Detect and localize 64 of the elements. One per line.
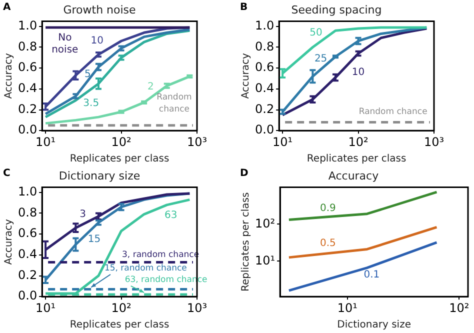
ref-line-label: 15, random chance (104, 264, 187, 274)
y-tick-label: 0.6 (18, 60, 38, 74)
x-axis-title: Replicates per class (70, 320, 170, 331)
series-label: 0.9 (320, 203, 336, 214)
chart-title: Dictionary size (58, 169, 140, 182)
series-label: 50 (310, 27, 322, 38)
text: A (3, 2, 11, 13)
y-tick-label: 0.2 (18, 102, 38, 116)
y-tick-label: 0.4 (18, 247, 38, 262)
x-tick-label: 10³ (186, 134, 208, 149)
y-tick-label: 0.2 (18, 268, 38, 282)
series-label: 3 (80, 208, 86, 220)
series-label: 2 (148, 81, 154, 92)
series-label: 5 (84, 68, 91, 80)
x-tick-label: 10³ (186, 300, 208, 315)
y-axis-title: Accuracy (4, 52, 15, 99)
x-tick-label: 10¹ (36, 300, 56, 315)
x-axis-title: Replicates per class (306, 154, 406, 165)
series-label: 3.5 (83, 98, 100, 110)
x-tick-label: 10² (111, 300, 132, 315)
y-tick-label: 1.0 (254, 18, 274, 33)
x-tick-label: 10² (449, 300, 470, 315)
y-tick-label: 0.6 (254, 60, 274, 74)
x-tick-label: 10¹ (337, 300, 358, 315)
x-tick-label: 10² (348, 134, 368, 149)
text: C (3, 168, 10, 179)
y-tick-label: 0.0 (254, 122, 274, 137)
y-axis-title: Accuracy (240, 52, 252, 99)
x-axis-title: Replicates per class (70, 154, 170, 165)
series-label: 10 (90, 36, 104, 47)
series-label: No noise (52, 32, 78, 56)
series-label: 0.5 (320, 238, 336, 250)
x-tick-label: 10¹ (36, 134, 56, 149)
text: D (240, 168, 248, 179)
x-tick-label: 10³ (424, 134, 444, 149)
ref-line-label: Random chance (156, 92, 192, 115)
y-tick-label: 0.2 (254, 102, 274, 116)
series-label: 25 (314, 53, 328, 64)
y-tick-label: 10² (254, 216, 276, 230)
y-tick-label: 0.0 (18, 122, 38, 137)
y-tick-label: 0.4 (18, 81, 38, 96)
chart-title: Seeding spacing (291, 3, 382, 16)
text: B (240, 2, 248, 13)
y-tick-label: 10¹ (254, 253, 276, 268)
series-label: 0.1 (364, 270, 380, 281)
y-axis-title: Replicates per class (240, 192, 252, 292)
x-tick-label: 10¹ (272, 134, 293, 149)
y-tick-label: 1.0 (18, 18, 38, 33)
series-label: 10 (352, 66, 365, 78)
x-tick-label: 10² (111, 134, 132, 149)
y-tick-label: 0.4 (254, 81, 274, 96)
chart-title: Growth noise (63, 3, 136, 16)
y-tick-label: 0.0 (18, 288, 38, 303)
series-label: 15 (88, 234, 101, 245)
y-axis-title: Accuracy (4, 218, 15, 265)
y-tick-label: 0.8 (18, 205, 38, 220)
y-tick-label: 0.6 (18, 226, 38, 240)
y-tick-label: 0.8 (254, 39, 274, 54)
y-tick-label: 1.0 (18, 184, 38, 199)
x-axis-title: Dictionary size (337, 320, 411, 331)
chart-title: Accuracy (328, 169, 380, 182)
ref-line-label: Random chance (358, 107, 428, 118)
y-tick-label: 0.8 (18, 39, 38, 54)
series-label: 63 (164, 210, 178, 221)
